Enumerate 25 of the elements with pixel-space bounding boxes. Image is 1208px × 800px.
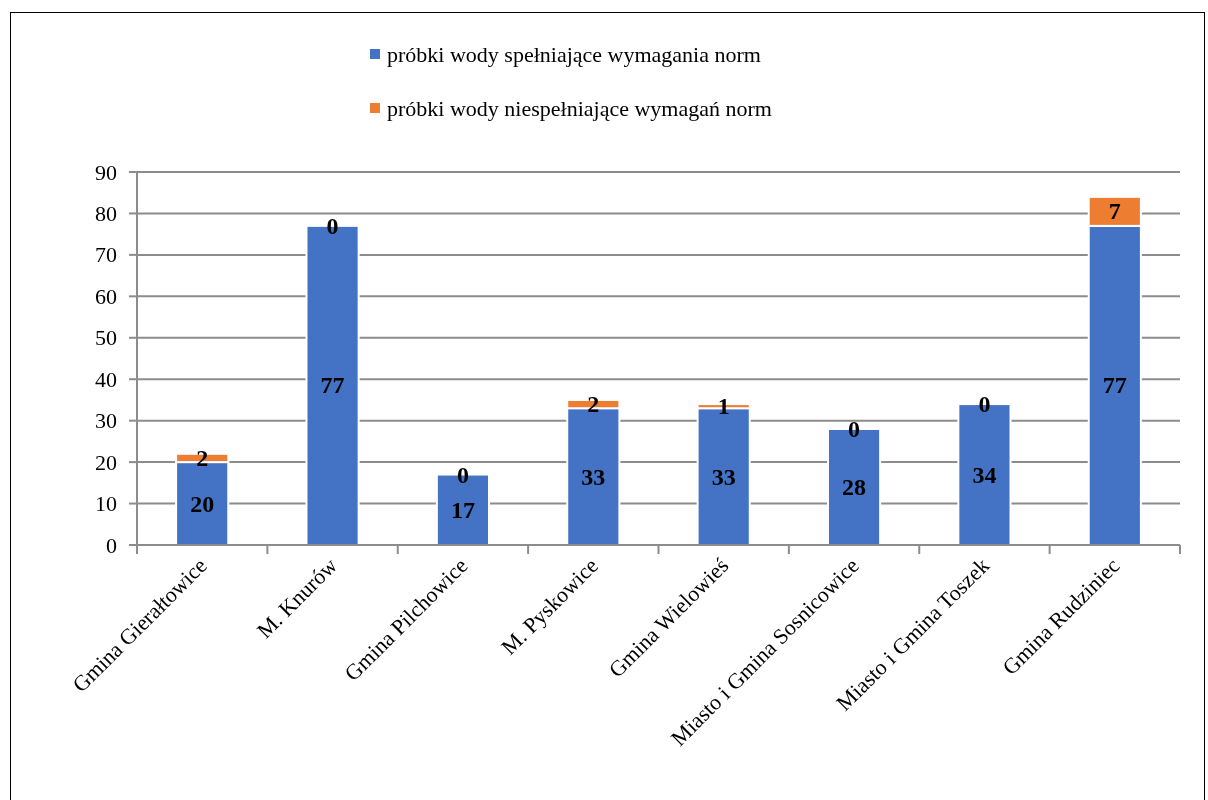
data-label: 33 [711, 463, 736, 490]
data-label: 20 [190, 490, 215, 517]
y-tick-label: 60 [95, 283, 117, 309]
y-tick-label: 20 [95, 449, 117, 475]
data-label: 0 [978, 391, 991, 418]
y-tick-label: 50 [95, 325, 117, 351]
data-label: 34 [972, 461, 997, 488]
data-label: 77 [1102, 372, 1127, 399]
data-label: 0 [848, 415, 861, 442]
y-tick-label: 30 [95, 408, 117, 434]
data-label: 33 [581, 463, 606, 490]
y-tick-label: 40 [95, 366, 117, 392]
data-label: 17 [450, 496, 475, 523]
y-tick-label: 90 [95, 159, 117, 185]
y-tick-label: 10 [95, 491, 117, 517]
y-tick-label: 70 [95, 242, 117, 268]
data-label: 28 [842, 473, 867, 500]
y-tick-label: 80 [95, 200, 117, 226]
legend-label: próbki wody niespełniające wymagań norm [387, 95, 772, 121]
data-label: 7 [1108, 198, 1121, 225]
legend-label: próbki wody spełniające wymagania norm [387, 41, 761, 67]
data-label: 0 [326, 212, 339, 239]
data-label: 77 [320, 372, 345, 399]
y-tick-label: 0 [106, 532, 117, 558]
data-label: 0 [456, 461, 469, 488]
